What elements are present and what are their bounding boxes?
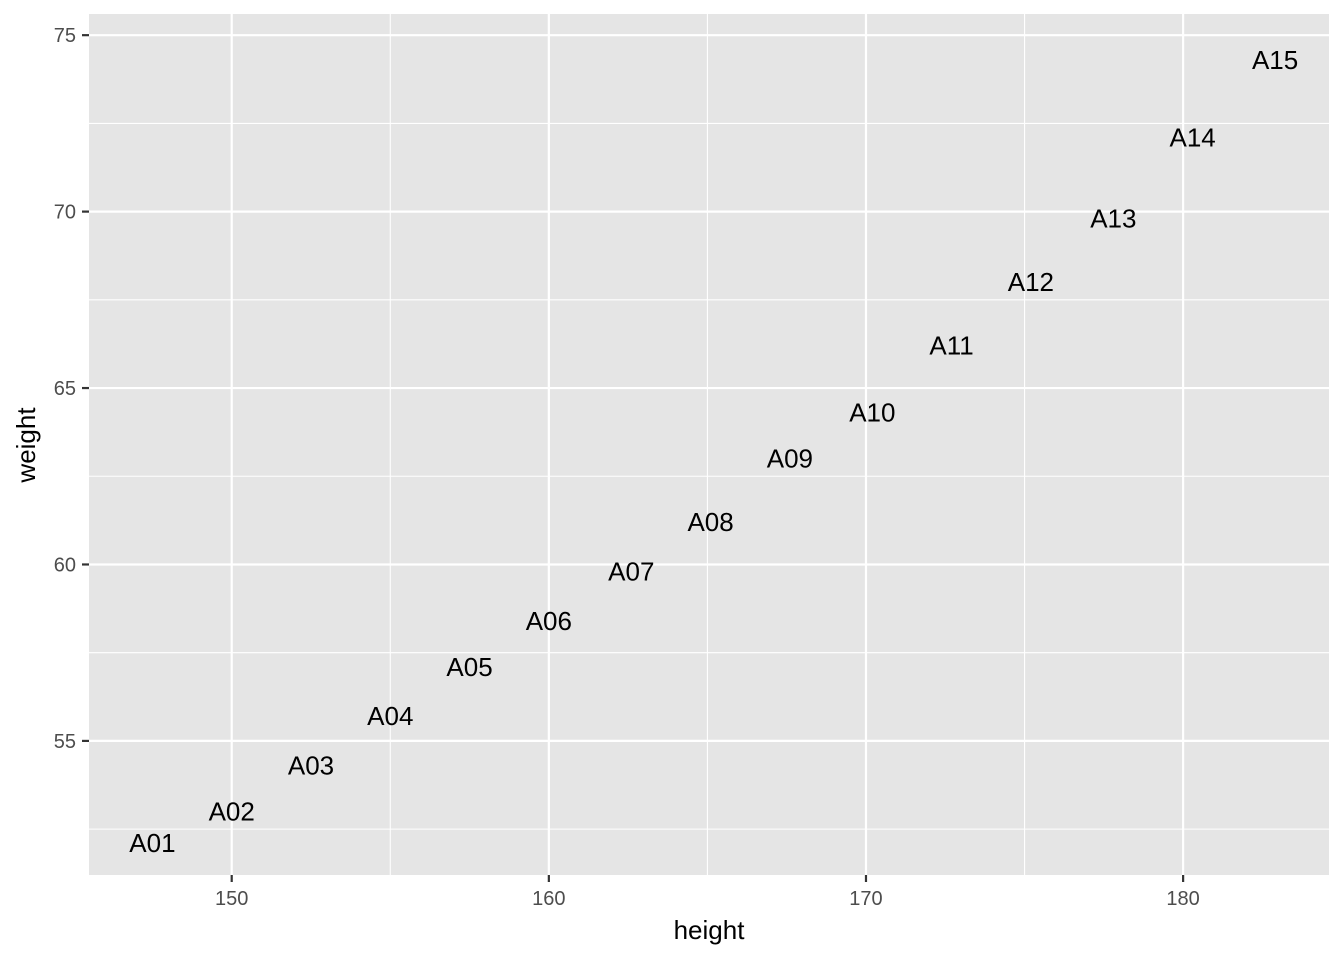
y-tick-label: 65 <box>54 378 76 400</box>
point-label-a05: A05 <box>446 652 492 682</box>
x-axis-title: height <box>674 915 746 945</box>
point-label-a08: A08 <box>687 507 733 537</box>
point-label-a15: A15 <box>1252 45 1298 75</box>
point-label-a06: A06 <box>526 606 572 636</box>
y-tick-label: 60 <box>54 554 76 576</box>
point-label-a09: A09 <box>767 444 813 474</box>
point-label-a13: A13 <box>1090 204 1136 234</box>
point-label-a14: A14 <box>1169 123 1215 153</box>
point-label-a10: A10 <box>849 398 895 428</box>
point-label-a04: A04 <box>367 701 413 731</box>
x-tick-label: 160 <box>532 888 565 910</box>
grid-lines <box>89 14 1329 875</box>
point-label-a03: A03 <box>288 751 334 781</box>
point-label-a07: A07 <box>608 557 654 587</box>
y-axis-title: weight <box>11 407 41 484</box>
x-tick-label: 170 <box>849 888 882 910</box>
x-tick-label: 180 <box>1166 888 1199 910</box>
y-tick-label: 75 <box>54 25 76 47</box>
point-label-a02: A02 <box>209 796 255 826</box>
axes: 150 160 170 180 55 60 65 70 75 <box>54 25 1200 910</box>
point-label-a11: A11 <box>929 331 973 361</box>
point-label-a01: A01 <box>129 828 175 858</box>
plot-panel <box>89 14 1329 875</box>
point-label-a12: A12 <box>1008 267 1054 297</box>
y-tick-label: 55 <box>54 731 76 753</box>
y-tick-label: 70 <box>54 202 76 224</box>
data-labels: A01 A02 A03 A04 A05 A06 A07 A08 A09 A10 A11 A12 A13 A… <box>129 45 1298 858</box>
x-tick-label: 150 <box>215 888 248 910</box>
